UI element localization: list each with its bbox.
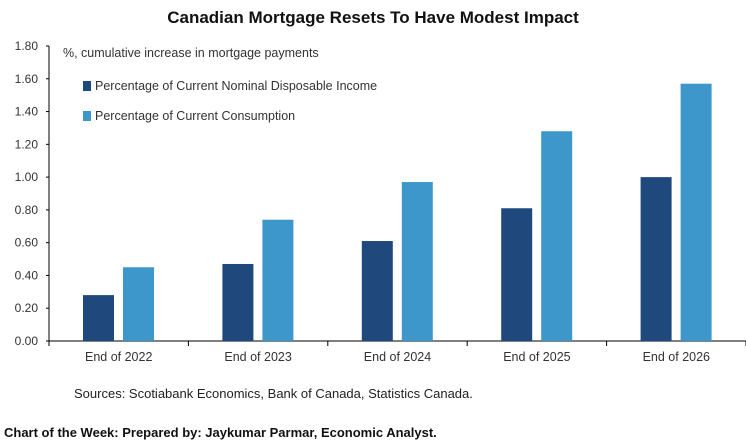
x-tick-label: End of 2023	[224, 350, 291, 364]
bar-chart: 0.00 0.20 0.40 0.60 0.80 1.00 1.20 1.40 1.60 1.80…	[15, 39, 746, 364]
footer-credit: Chart of the Week: Prepared by: Jaykumar…	[4, 425, 437, 440]
y-tick-label: 1.40	[15, 105, 39, 119]
bar-consumption	[262, 219, 294, 341]
bar-consumption	[680, 83, 712, 341]
y-tick-label: 0.20	[15, 301, 39, 315]
x-tick-label: End of 2026	[643, 350, 710, 364]
legend-label: Percentage of Current Nominal Disposable…	[95, 79, 377, 93]
legend-label: Percentage of Current Consumption	[95, 109, 295, 123]
y-tick-label: 1.00	[15, 170, 39, 184]
chart-title: Canadian Mortgage Resets To Have Modest …	[167, 8, 579, 27]
y-tick-label: 1.60	[15, 72, 39, 86]
bar-consumption	[541, 131, 573, 341]
x-tick-label: End of 2025	[503, 350, 570, 364]
legend-swatch	[83, 81, 91, 91]
legend-swatch	[83, 111, 91, 121]
y-tick-label: 0.60	[15, 236, 39, 250]
bar-disposable-income	[361, 241, 393, 341]
y-tick-label: 0.40	[15, 268, 39, 282]
y-tick-label: 0.80	[15, 203, 39, 217]
sources-note: Sources: Scotiabank Economics, Bank of C…	[74, 386, 473, 401]
bar-disposable-income	[222, 263, 254, 341]
y-axis-label: %, cumulative increase in mortgage payme…	[63, 46, 319, 60]
bar-disposable-income	[83, 295, 114, 341]
x-tick-label: End of 2022	[85, 350, 152, 364]
bar-consumption	[123, 267, 154, 341]
bar-disposable-income	[640, 177, 672, 341]
y-tick-label: 0.00	[15, 334, 39, 348]
y-tick-label: 1.80	[15, 39, 39, 53]
bar-consumption	[401, 182, 433, 341]
bar-disposable-income	[501, 208, 533, 341]
x-tick-label: End of 2024	[364, 350, 431, 364]
y-tick-label: 1.20	[15, 137, 39, 151]
